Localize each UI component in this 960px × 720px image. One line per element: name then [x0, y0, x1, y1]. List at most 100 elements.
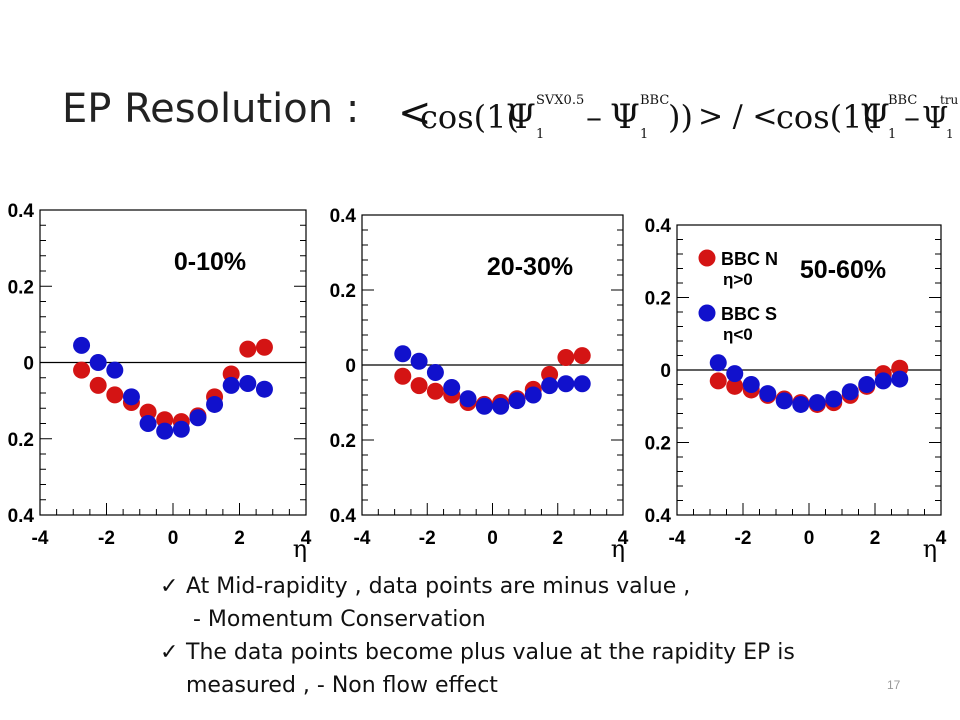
data-point	[73, 361, 91, 379]
data-point	[775, 392, 793, 410]
formula-sub2: 1	[640, 127, 648, 142]
y-tick-label: 0.4	[330, 206, 357, 227]
y-tick-label: 0.4	[8, 201, 35, 222]
formula-sub4: 1	[946, 127, 954, 141]
data-point	[139, 415, 157, 432]
x-tick-label: -2	[419, 528, 436, 549]
data-point	[459, 390, 477, 408]
legend-label: BBC N	[721, 249, 778, 269]
formula: < cos(1( Ψ SVX0.5 1 – Ψ BBC 1 )) > / < c…	[398, 90, 958, 142]
page-number: 17	[887, 678, 901, 692]
x-tick-label: 4	[301, 528, 312, 549]
data-point	[410, 352, 428, 370]
data-point	[443, 379, 461, 396]
x-tick-label: 2	[870, 528, 881, 549]
y-tick-label: 0.4	[330, 506, 357, 527]
data-point	[106, 386, 124, 404]
x-tick-label: -4	[32, 528, 49, 549]
data-point	[255, 380, 273, 398]
data-point	[726, 377, 744, 395]
x-tick-label: -2	[735, 528, 752, 549]
legend-marker	[698, 304, 716, 322]
data-point	[808, 394, 826, 412]
bullet-subline: - Momentum Conservation	[186, 607, 486, 632]
data-point	[874, 372, 892, 390]
formula-minus1: –	[586, 98, 602, 136]
data-point	[172, 420, 190, 438]
formula-lbracket: <	[398, 90, 432, 136]
formula-close1: ))	[668, 98, 693, 136]
checkmark-icon: ✓	[160, 640, 179, 665]
bullet-item: ✓ At Mid-rapidity , data points are minu…	[160, 570, 920, 636]
x-tick-label: -4	[669, 528, 686, 549]
data-point	[426, 364, 444, 381]
checkmark-icon: ✓	[160, 574, 179, 599]
formula-sup4: true	[940, 93, 958, 107]
data-point	[557, 349, 575, 366]
y-tick-label: 0.4	[645, 216, 672, 237]
formula-sub3: 1	[888, 127, 896, 142]
y-tick-label: 0	[345, 356, 356, 377]
data-point	[792, 395, 810, 413]
formula-psi4: Ψ	[922, 101, 948, 136]
data-point	[709, 372, 727, 390]
data-point	[394, 367, 412, 385]
bullet-item: ✓ The data points become plus value at t…	[160, 636, 920, 702]
y-tick-label: 0.2	[330, 281, 356, 302]
formula-sub1: 1	[536, 127, 544, 142]
y-tick-label: 0.4	[645, 506, 672, 527]
data-point	[726, 365, 744, 383]
formula-cos2: cos(1(	[776, 98, 875, 136]
x-axis-label: η	[923, 535, 937, 563]
x-tick-label: 2	[234, 528, 245, 549]
y-tick-label: 0.2	[8, 277, 34, 298]
data-point	[709, 354, 727, 372]
data-point	[122, 388, 140, 406]
x-tick-label: 0	[804, 528, 815, 549]
centrality-label: 0-10%	[174, 248, 246, 276]
formula-psi3: Ψ	[860, 97, 890, 137]
data-point	[759, 385, 777, 403]
data-point	[573, 375, 591, 393]
data-point	[492, 397, 510, 415]
formula-psi1: Ψ	[506, 97, 536, 137]
formula-cos1: cos(1(	[420, 98, 519, 136]
x-tick-label: -4	[354, 528, 371, 549]
data-point	[106, 361, 124, 379]
legend-marker	[698, 249, 716, 267]
y-tick-label: 0.2	[645, 434, 671, 455]
x-tick-label: -2	[98, 528, 115, 549]
data-point	[156, 422, 174, 440]
legend-note: η<0	[723, 325, 753, 344]
formula-sup3: BBC	[888, 93, 917, 108]
y-tick-label: 0	[23, 354, 34, 375]
centrality-label: 20-30%	[487, 253, 573, 281]
data-point	[206, 395, 224, 413]
data-point	[239, 374, 257, 392]
x-axis-label: η	[293, 535, 307, 563]
bullet-line: At Mid-rapidity , data points are minus …	[186, 574, 691, 599]
y-tick-label: 0.2	[645, 289, 671, 310]
data-point	[508, 392, 526, 410]
data-point	[73, 336, 91, 354]
data-point	[557, 375, 575, 393]
bullet-subline: measured , - Non flow effect	[186, 673, 498, 698]
y-tick-label: 0.2	[8, 430, 34, 451]
y-tick-label: 0.4	[8, 506, 35, 527]
data-point	[841, 383, 859, 401]
centrality-label: 50-60%	[800, 256, 886, 284]
data-point	[394, 345, 412, 363]
formula-sep: > / <	[698, 99, 777, 134]
data-point	[89, 376, 107, 394]
data-point	[825, 390, 843, 408]
data-point	[573, 347, 591, 365]
data-point	[524, 386, 542, 404]
data-point	[541, 377, 559, 395]
x-tick-label: 4	[618, 528, 629, 549]
data-point	[475, 397, 493, 415]
formula-sup2: BBC	[640, 93, 669, 108]
data-point	[426, 382, 444, 400]
y-tick-label: 0.2	[330, 431, 356, 452]
x-tick-label: 2	[552, 528, 563, 549]
